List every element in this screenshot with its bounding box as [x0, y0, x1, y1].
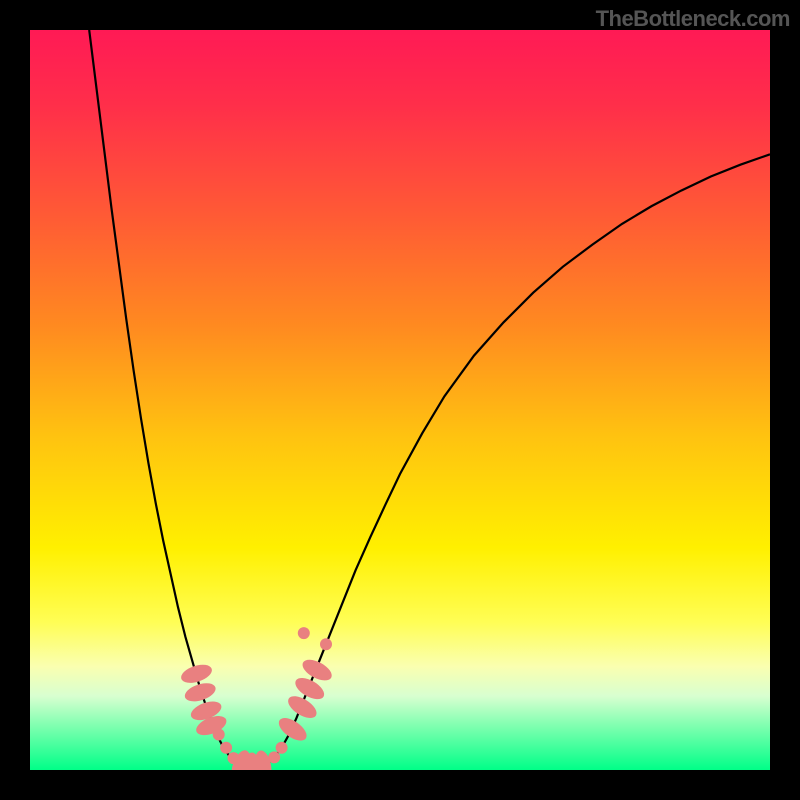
watermark-text: TheBottleneck.com [596, 6, 790, 32]
gradient-background [30, 30, 770, 770]
frame-right [770, 0, 800, 800]
frame-bottom [0, 770, 800, 800]
frame-left [0, 0, 30, 800]
bottleneck-chart [0, 0, 800, 800]
